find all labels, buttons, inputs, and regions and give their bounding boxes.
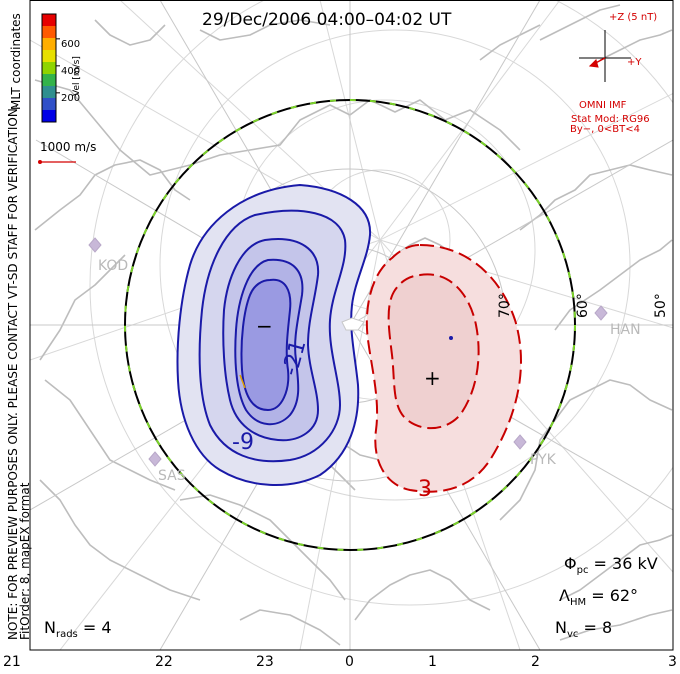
radar-marker-pyk: [513, 434, 527, 450]
radar-markers: [88, 237, 608, 467]
colorbar-swatch: [42, 86, 56, 99]
colorbar-swatch: [42, 74, 56, 87]
imf-condition-label: By−, 0<BT<4: [570, 124, 640, 135]
colorbar-swatch: [42, 26, 56, 39]
velocity-colorbar: [41, 13, 60, 123]
colorbar-swatch: [42, 110, 56, 123]
radar-marker-han: [594, 305, 608, 321]
colorbar-swatch: [42, 14, 56, 27]
colorbar-frame: [41, 13, 57, 123]
radar-marker-kod: [88, 237, 102, 253]
nrads-subscript: rads: [55, 629, 78, 641]
imf-omni-label: OMNI IMF: [579, 100, 627, 111]
potential-max-marker: +: [424, 366, 441, 390]
mlt-coordinates-label: MLT coordinates: [9, 13, 23, 110]
stat-hmb-latitude: ΛHM = 62°: [559, 586, 638, 608]
mlt-tick-23: 23: [256, 654, 274, 670]
lat-label-70: 70°: [497, 293, 513, 318]
velocity-scale-arrow: [38, 160, 76, 164]
imf-dial: [579, 30, 631, 82]
data-point-blue: [449, 336, 453, 340]
colorbar-swatch: [42, 38, 56, 51]
nrads-value: = 4: [82, 618, 112, 637]
positive-cell: [365, 243, 522, 493]
colorbar-tick-200: 200: [61, 93, 81, 104]
lambda-value: = 62°: [591, 586, 639, 605]
radar-label-sas: SAS: [158, 468, 186, 484]
mlt-tick-0: 0: [345, 654, 354, 670]
lat-label-50: 50°: [653, 293, 669, 318]
lambda-symbol: Λ: [559, 586, 570, 605]
stat-vector-count: Nvc = 8: [555, 618, 612, 640]
imf-z-label: +Z (5 nT): [609, 12, 658, 23]
radar-label-pyk: PYK: [530, 452, 556, 468]
phi-value: = 36 kV: [593, 554, 658, 573]
nvc-value: = 8: [583, 618, 613, 637]
hmb-boundary-green: [124, 99, 576, 551]
colorbar-label: Vel [m/s]: [72, 56, 82, 96]
colorbar-tick-600: 600: [61, 39, 81, 50]
map-frame: [29, 0, 674, 651]
lambda-subscript: HM: [569, 597, 587, 609]
radar-label-han: HAN: [610, 322, 641, 338]
colorbar-swatch: [42, 98, 56, 111]
colorbar-swatch: [42, 50, 56, 63]
nvc-subscript: vc: [566, 629, 579, 641]
map-title: 29/Dec/2006 04:00–04:02 UT: [202, 10, 452, 30]
mlt-tick-22: 22: [155, 654, 173, 670]
nrads-symbol: N: [44, 618, 56, 637]
fit-order-note: FitOrder: 8, mapEX format: [18, 482, 32, 640]
stat-cross-polar-potential: Φpc = 36 kV: [564, 554, 658, 576]
stat-radar-count: Nrads = 4: [44, 618, 112, 640]
phi-symbol: Φ: [564, 554, 577, 573]
pole-marker: [341, 317, 365, 331]
phi-subscript: pc: [576, 565, 589, 577]
radar-label-kod: KOD: [98, 258, 129, 274]
imf-model-label: Stat Mod: RG96: [571, 114, 650, 125]
imf-y-label: +Y: [627, 57, 642, 68]
potential-min-marker: −: [256, 314, 273, 338]
nvc-symbol: N: [555, 618, 567, 637]
radar-marker-sas: [148, 451, 162, 467]
colorbar-swatch: [42, 62, 56, 75]
lat-label-60: 60°: [575, 293, 591, 318]
contour-label-3: 3: [418, 477, 432, 502]
mlt-tick-1: 1: [428, 654, 437, 670]
velocity-scale-label: 1000 m/s: [40, 140, 97, 154]
mlt-tick-3: 3: [668, 654, 677, 670]
data-vector-orange: [239, 374, 246, 389]
negative-cell: [176, 183, 372, 487]
mlt-tick-21: 21: [3, 654, 21, 670]
contour-label-minus9: -9: [232, 430, 254, 455]
colorbar-tick-400: 400: [61, 66, 81, 77]
mlt-tick-2: 2: [531, 654, 540, 670]
